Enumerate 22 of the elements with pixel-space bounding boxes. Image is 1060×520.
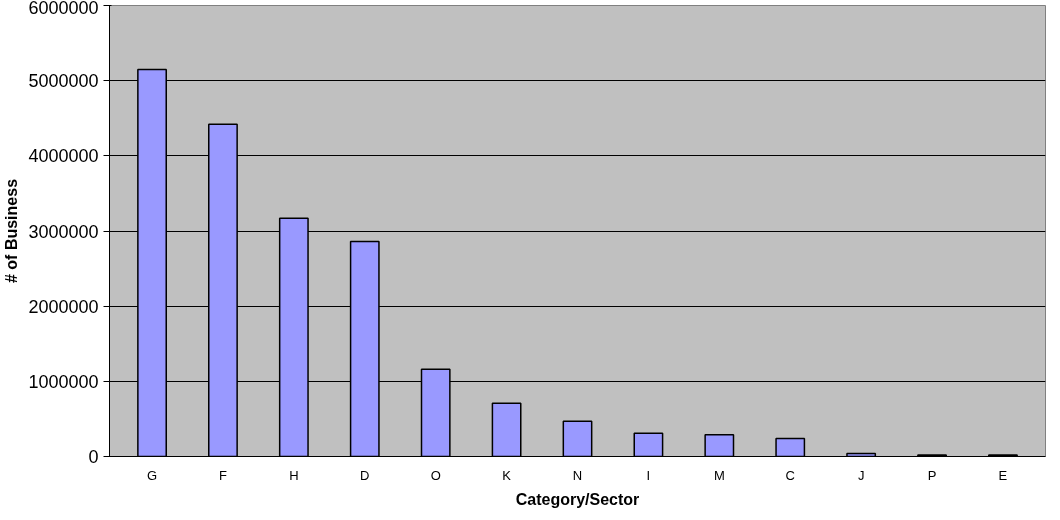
x-tick-label: C xyxy=(785,467,795,483)
y-tick-label: 2000000 xyxy=(28,296,99,317)
y-tick-label: 5000000 xyxy=(28,71,99,92)
y-tick-label: 6000000 xyxy=(28,0,99,18)
x-tick-label: F xyxy=(218,467,227,483)
x-tick-label: H xyxy=(289,467,299,483)
x-tick-label: D xyxy=(360,467,370,483)
x-tick-label: J xyxy=(857,467,865,483)
x-tick-label: E xyxy=(998,467,1008,483)
y-tick-label: 4000000 xyxy=(28,146,99,167)
x-axis-title: Category/Sector xyxy=(515,490,640,508)
x-tick-label: P xyxy=(927,467,937,483)
x-tick-label: M xyxy=(713,467,725,483)
x-tick-label: O xyxy=(430,467,441,483)
y-tick-label: 1000000 xyxy=(28,371,99,392)
x-tick-label: G xyxy=(146,467,158,483)
y-tick-label: 3000000 xyxy=(28,221,99,242)
x-tick-label: N xyxy=(572,467,583,483)
y-tick-label: 0 xyxy=(88,447,99,467)
y-axis-title: # of Business xyxy=(3,178,21,284)
x-tick-label: I xyxy=(646,467,651,483)
x-tick-label: K xyxy=(502,467,512,483)
